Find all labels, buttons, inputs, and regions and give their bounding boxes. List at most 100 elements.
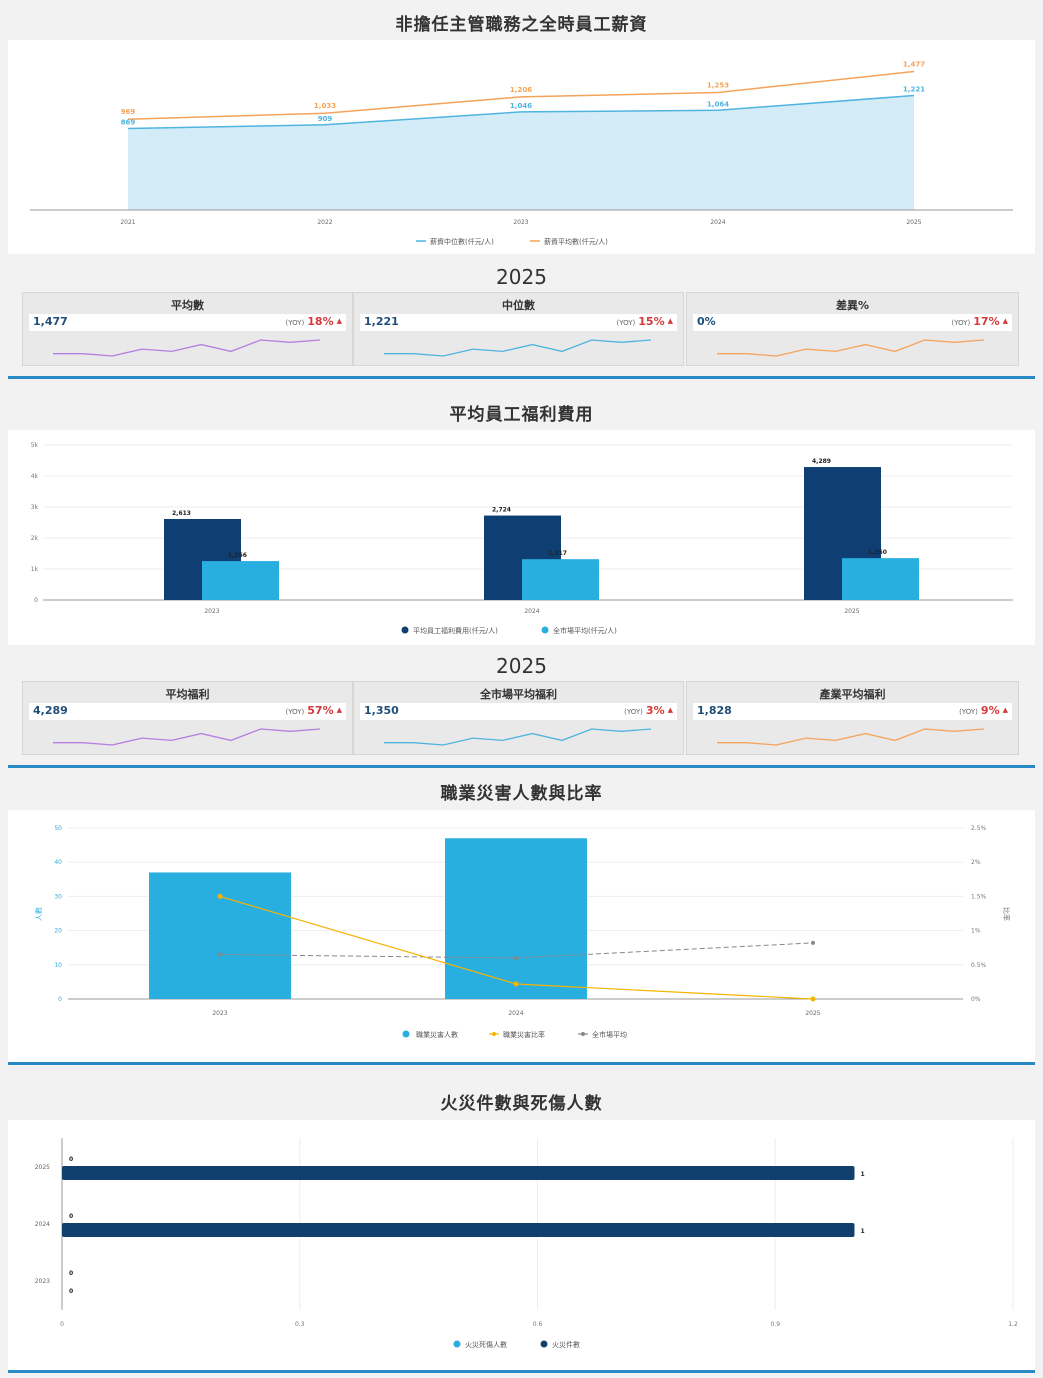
legend-label: 薪資中位數(仟元/人)	[430, 237, 494, 246]
kpi-yoy: (YOY) 57% ▲	[286, 704, 343, 717]
median-data-label: 1,064	[707, 100, 729, 108]
average-data-label: 1,477	[903, 61, 925, 69]
sparkline-path	[717, 728, 985, 746]
kpi-yoy: (YOY) 15% ▲	[617, 315, 674, 328]
fire-hbar-chart: 0 0.3 0.6 0.9 1.2 2025 2024 2023 0 1 0 1 0 0 火災死傷人數 火災件…	[35, 1138, 1018, 1349]
injury-data-label: 0	[69, 1213, 73, 1220]
x-tick-label: 2023	[212, 1010, 227, 1017]
x-tick-label: 2021	[120, 219, 135, 226]
legend-swatch	[540, 1340, 548, 1348]
injury-data-label: 0	[69, 1270, 73, 1277]
kpi-sparkline	[53, 339, 321, 357]
legend-swatch	[402, 1030, 410, 1038]
kpi-value: 1,221	[364, 315, 399, 328]
y-tick-label: 0	[58, 996, 62, 1003]
legend-label: 職業災害比率	[503, 1030, 545, 1039]
y2-tick-label: 0.5%	[971, 962, 987, 969]
fire-chart-panel: 0 0.3 0.6 0.9 1.2 2025 2024 2023 0 1 0 1 0 0 火災死傷人數 火災件…	[8, 1120, 1035, 1370]
y2-axis-title: 比率	[1002, 907, 1011, 921]
count-data-label: 1	[861, 1171, 865, 1178]
average-data-label: 1,033	[314, 102, 336, 110]
kpi-value-row: 1,828 (YOY) 9% ▲	[693, 703, 1012, 720]
x-tick-label: 2023	[513, 219, 528, 226]
y-tick-label: 20	[54, 928, 62, 935]
kpi-title: 全市場平均福利	[480, 688, 557, 701]
y2-tick-label: 0%	[971, 996, 981, 1003]
legend-swatch	[453, 1340, 461, 1348]
kpi-yoy-label: (YOY)	[616, 319, 636, 327]
average-data-label: 1,206	[510, 86, 532, 94]
legend-label: 火災件數	[552, 1340, 580, 1349]
fire-chart-title: 火災件數與死傷人數	[440, 1094, 603, 1114]
kpi-yoy-label: (YOY)	[285, 319, 305, 327]
kpi-title: 產業平均福利	[819, 688, 886, 701]
legend-label: 平均員工福利費用(仟元/人)	[413, 626, 498, 635]
kpi-yoy-value: 9%	[980, 704, 1000, 717]
salary-kpi-card: 差異% 0% (YOY) 17% ▲	[686, 292, 1019, 366]
y2-tick-label: 1%	[971, 928, 981, 935]
x-tick-label: 2024	[710, 219, 725, 226]
injury-chart-title: 職業災害人數與比率	[440, 784, 603, 804]
x-tick-label: 0.6	[533, 1321, 543, 1328]
injury-chart-panel: 0 0% 10 0.5% 20 1% 30 1.5% 40 2% 50 2.5% 人數 比率 2023 202…	[8, 810, 1035, 1062]
bar-data-label: 2,613	[172, 510, 191, 517]
kpi-yoy-label: (YOY)	[285, 708, 305, 716]
salary-area-chart: 869 909 1,046 1,064 1,221 969 1,033 1,206 1,253 1…	[30, 61, 1013, 246]
bar-data-label: 2,724	[492, 507, 511, 514]
median-data-label: 1,221	[903, 86, 925, 94]
sparkline-path	[53, 339, 321, 357]
kpi-title: 中位數	[502, 299, 535, 312]
salary-chart-title: 非擔任主管職務之全時員工薪資	[395, 15, 648, 35]
benefit-year-heading: 2025	[496, 654, 547, 678]
y-tick-label: 0	[34, 597, 38, 604]
kpi-sparkline	[53, 728, 321, 746]
injury-data-label: 0	[69, 1156, 73, 1163]
salary-kpi-card: 中位數 1,221 (YOY) 15% ▲	[353, 292, 684, 366]
benefit-chart-panel: 0 1k 2k 3k 4k 5k 2,613 2,724 4,289 1,256 1,317 1,35…	[8, 430, 1035, 645]
section-divider	[8, 765, 1035, 768]
kpi-title: 平均數	[171, 299, 204, 312]
y-tick-label: 30	[54, 893, 62, 900]
y-tick-label: 2024	[35, 1221, 50, 1228]
x-tick-label: 0.3	[295, 1321, 305, 1328]
sparkline-path	[53, 728, 321, 746]
kpi-value: 1,828	[697, 704, 732, 717]
kpi-title: 平均福利	[165, 688, 210, 701]
x-tick-label: 2022	[317, 219, 332, 226]
sparkline-path	[384, 339, 652, 357]
kpi-yoy: (YOY) 18% ▲	[286, 315, 343, 328]
kpi-yoy-label: (YOY)	[959, 708, 978, 716]
y-tick-label: 50	[54, 825, 62, 832]
benefit-kpi-card: 全市場平均福利 1,350 (YOY) 3% ▲	[353, 681, 684, 755]
kpi-value: 0%	[697, 315, 716, 328]
sparkline-path	[717, 339, 985, 357]
kpi-sparkline	[717, 339, 985, 357]
kpi-value: 1,350	[364, 704, 399, 717]
x-tick-label: 2023	[204, 608, 219, 615]
x-tick-label: 0.9	[770, 1321, 780, 1328]
y-tick-label: 3k	[31, 504, 39, 511]
market-bar	[522, 559, 599, 600]
sparkline-path	[384, 728, 652, 746]
injury-count-bar	[149, 872, 291, 999]
y-tick-label: 1k	[31, 566, 39, 573]
kpi-yoy-value: 57%	[307, 704, 334, 717]
x-tick-label: 0	[60, 1321, 64, 1328]
kpi-value: 4,289	[33, 704, 68, 717]
kpi-yoy-value: 18%	[307, 315, 334, 328]
x-tick-label: 2025	[805, 1010, 820, 1017]
injury-rate-point	[810, 996, 816, 1002]
x-tick-label: 2024	[508, 1010, 523, 1017]
y2-tick-label: 2%	[971, 859, 981, 866]
market-bar	[202, 561, 279, 600]
average-data-label: 1,253	[707, 82, 729, 90]
y-tick-label: 5k	[31, 442, 39, 449]
legend-swatch	[401, 626, 409, 634]
median-area-fill	[128, 95, 914, 210]
section-divider	[8, 1370, 1035, 1373]
market-bar	[842, 558, 919, 600]
up-arrow-icon: ▲	[336, 317, 342, 325]
count-data-label: 1	[861, 1228, 865, 1235]
bar-data-label: 1,256	[228, 552, 247, 559]
count-data-label: 0	[69, 1288, 73, 1295]
